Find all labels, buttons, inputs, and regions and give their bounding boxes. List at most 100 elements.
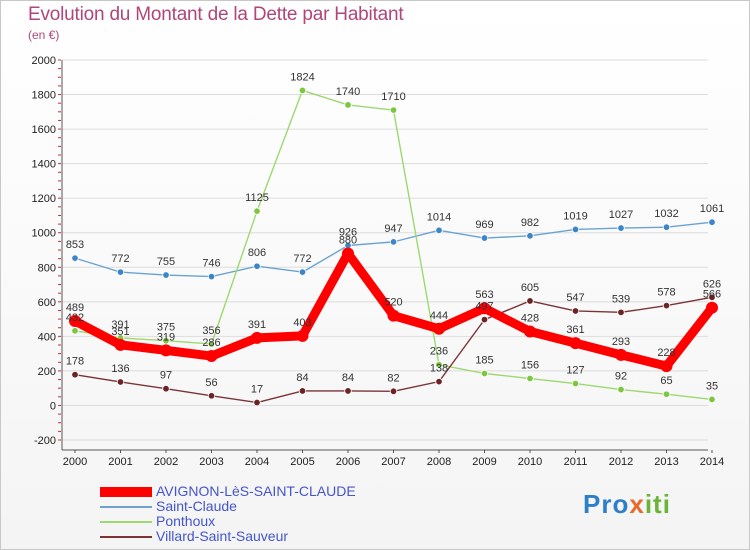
data-point-avignon-le-s-saint-claude <box>660 360 673 373</box>
data-label-ponthoux: 35 <box>706 380 718 392</box>
data-point-ponthoux <box>207 340 216 348</box>
data-point-villard-saint-sauveur <box>617 308 625 317</box>
data-point-villard-saint-sauveur <box>389 387 398 395</box>
data-point-avignon-le-s-saint-claude <box>69 314 81 327</box>
y-tick-label: 200 <box>38 366 56 378</box>
data-label-villard-saint-sauveur: 578 <box>657 287 675 299</box>
y-tick-label: 1400 <box>32 159 56 171</box>
data-label-avignon-le-s-saint-claude: 391 <box>248 319 266 331</box>
y-tick-label: 1000 <box>32 228 56 240</box>
data-point-saint-claude <box>207 272 216 281</box>
data-point-villard-saint-sauveur <box>298 387 307 395</box>
data-point-villard-saint-sauveur <box>571 307 580 315</box>
x-tick-label: 2009 <box>472 456 496 468</box>
data-label-villard-saint-sauveur: 56 <box>205 377 217 389</box>
data-point-saint-claude <box>526 232 534 240</box>
data-point-ponthoux <box>480 369 489 378</box>
data-label-avignon-le-s-saint-claude: 228 <box>657 347 675 359</box>
x-tick-label: 2010 <box>518 456 542 468</box>
legend-label: AVIGNON-LèS-SAINT-CLAUDE <box>156 483 356 499</box>
x-tick-label: 2002 <box>154 456 178 468</box>
data-label-villard-saint-sauveur: 84 <box>296 372 308 384</box>
data-label-ponthoux: 391 <box>111 319 129 331</box>
data-point-ponthoux <box>389 106 398 114</box>
data-point-avignon-le-s-saint-claude <box>615 348 627 361</box>
data-point-ponthoux <box>344 101 352 109</box>
y-tick-label: 800 <box>38 262 56 274</box>
data-point-avignon-le-s-saint-claude <box>569 337 582 350</box>
data-label-ponthoux: 356 <box>202 325 220 337</box>
data-point-saint-claude <box>71 254 79 262</box>
data-label-avignon-le-s-saint-claude: 361 <box>566 324 584 336</box>
data-label-villard-saint-sauveur: 17 <box>251 384 263 396</box>
data-point-villard-saint-sauveur <box>207 392 216 400</box>
data-point-ponthoux <box>662 390 671 398</box>
y-tick-label: -200 <box>34 435 56 447</box>
data-label-ponthoux: 1824 <box>290 71 314 83</box>
data-label-saint-claude: 1032 <box>654 208 678 220</box>
data-point-ponthoux <box>253 207 261 215</box>
data-point-ponthoux <box>708 395 716 404</box>
data-point-villard-saint-sauveur <box>71 371 79 379</box>
legend-label: Saint-Claude <box>156 498 237 514</box>
data-label-ponthoux: 236 <box>430 346 448 358</box>
data-label-avignon-le-s-saint-claude: 880 <box>339 234 357 246</box>
data-point-avignon-le-s-saint-claude <box>160 344 172 357</box>
data-point-saint-claude <box>253 262 261 270</box>
data-point-villard-saint-sauveur <box>344 387 352 395</box>
data-label-avignon-le-s-saint-claude: 566 <box>703 289 721 301</box>
data-label-ponthoux: 127 <box>566 365 584 377</box>
proxiti-logo: Proxiti <box>583 489 671 519</box>
legend-swatch <box>100 486 152 497</box>
legend-swatch <box>100 505 152 508</box>
x-tick-label: 2001 <box>108 456 132 468</box>
x-tick-label: 2006 <box>336 456 360 468</box>
data-point-villard-saint-sauveur <box>435 377 443 386</box>
data-point-villard-saint-sauveur <box>662 301 671 310</box>
data-point-saint-claude <box>116 268 125 276</box>
data-point-villard-saint-sauveur <box>708 293 716 302</box>
data-label-ponthoux: 1125 <box>245 192 269 204</box>
chart-subtitle: (en €) <box>28 28 60 42</box>
x-tick-label: 2008 <box>427 456 451 468</box>
data-label-saint-claude: 969 <box>475 219 493 231</box>
data-label-ponthoux: 185 <box>475 355 493 367</box>
data-label-villard-saint-sauveur: 539 <box>612 293 630 305</box>
grid-layer <box>62 59 708 441</box>
data-label-villard-saint-sauveur: 547 <box>566 292 584 304</box>
data-label-saint-claude: 755 <box>157 256 175 268</box>
data-label-saint-claude: 1027 <box>609 209 633 221</box>
data-label-villard-saint-sauveur: 497 <box>475 301 493 313</box>
data-label-avignon-le-s-saint-claude: 563 <box>475 289 493 301</box>
data-point-saint-claude <box>298 268 307 276</box>
data-point-saint-claude <box>571 225 580 234</box>
chart-title: Evolution du Montant de la Dette par Hab… <box>28 4 404 25</box>
x-tick-label: 2005 <box>290 456 314 468</box>
data-label-saint-claude: 746 <box>202 258 220 270</box>
axis-layer: -200 0 200 400 600 800 1000 1200 1400 1600 1800 200… <box>32 55 725 468</box>
data-label-ponthoux: 1710 <box>381 91 405 103</box>
x-tick-label: 2007 <box>381 456 405 468</box>
y-tick-label: 600 <box>38 297 56 309</box>
data-point-saint-claude <box>435 226 443 235</box>
data-label-ponthoux: 156 <box>521 360 539 372</box>
data-label-saint-claude: 982 <box>521 217 539 229</box>
data-point-saint-claude <box>662 223 671 231</box>
y-tick-label: 400 <box>38 331 56 343</box>
data-point-avignon-le-s-saint-claude <box>205 350 218 363</box>
data-label-saint-claude: 1061 <box>700 203 724 215</box>
y-tick-label: 1200 <box>32 193 56 205</box>
data-point-avignon-le-s-saint-claude <box>478 302 491 315</box>
data-label-saint-claude: 772 <box>293 253 311 265</box>
data-point-ponthoux <box>617 385 625 394</box>
data-point-avignon-le-s-saint-claude <box>296 329 309 342</box>
x-tick-label: 2011 <box>564 456 588 468</box>
data-point-avignon-le-s-saint-claude <box>433 322 445 335</box>
data-point-villard-saint-sauveur <box>162 385 170 393</box>
data-point-villard-saint-sauveur <box>526 297 534 305</box>
data-label-ponthoux: 432 <box>66 312 84 324</box>
data-label-avignon-le-s-saint-claude: 319 <box>157 331 175 343</box>
data-label-villard-saint-sauveur: 84 <box>342 372 354 384</box>
data-point-ponthoux <box>162 336 170 345</box>
